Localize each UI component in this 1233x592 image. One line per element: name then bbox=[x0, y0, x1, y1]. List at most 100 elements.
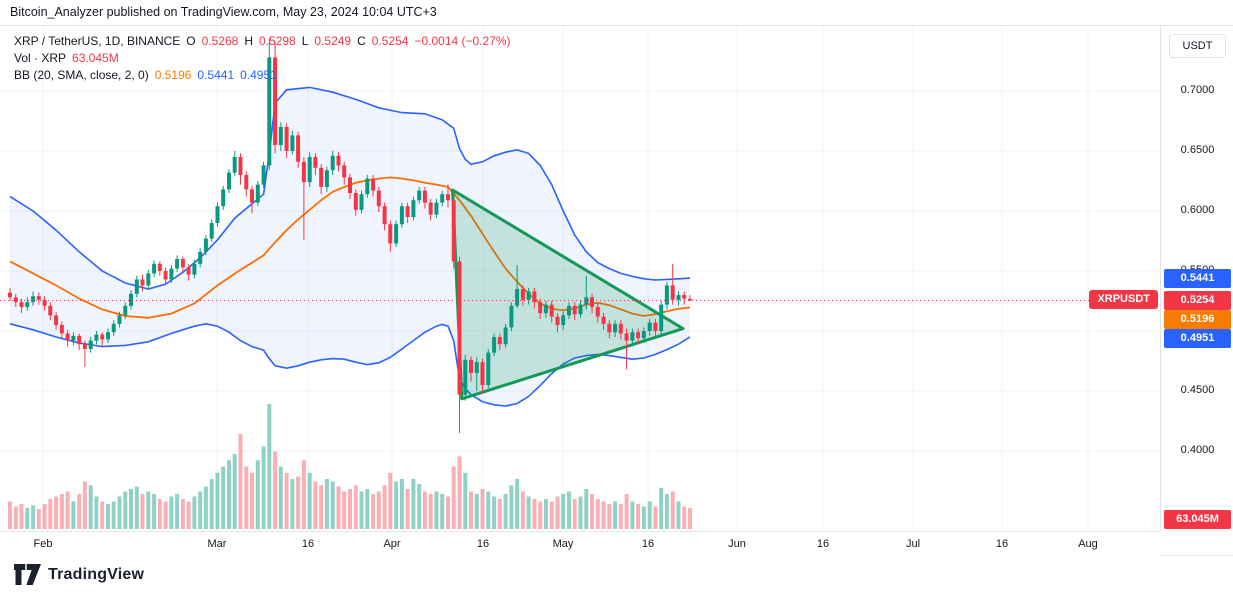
candle-body[interactable] bbox=[394, 224, 399, 244]
candle-body[interactable] bbox=[296, 135, 301, 162]
bb-study-title[interactable]: BB (20, SMA, close, 2, 0) bbox=[14, 68, 149, 82]
volume-bar[interactable] bbox=[203, 486, 208, 530]
candle-body[interactable] bbox=[13, 297, 18, 303]
candlestick-chart[interactable] bbox=[0, 26, 1160, 531]
candle-body[interactable] bbox=[457, 261, 462, 395]
candle-body[interactable] bbox=[8, 292, 12, 298]
candle-body[interactable] bbox=[250, 189, 254, 203]
candle-body[interactable] bbox=[152, 263, 157, 274]
candle-body[interactable] bbox=[376, 190, 381, 207]
volume-bar[interactable] bbox=[307, 472, 312, 530]
volume-bar[interactable] bbox=[647, 501, 652, 530]
legend-value[interactable]: 0.5441 bbox=[197, 68, 235, 82]
volume-bar[interactable] bbox=[129, 489, 133, 529]
volume-bar[interactable] bbox=[169, 496, 174, 530]
volume-bar[interactable] bbox=[664, 494, 669, 529]
candle-body[interactable] bbox=[301, 161, 306, 183]
candle-body[interactable] bbox=[670, 285, 675, 300]
volume-bar[interactable] bbox=[59, 494, 64, 529]
volume-bar[interactable] bbox=[255, 460, 260, 530]
volume-bar[interactable] bbox=[250, 472, 254, 530]
candle-body[interactable] bbox=[146, 273, 151, 286]
volume-bar[interactable] bbox=[434, 491, 439, 530]
candle-body[interactable] bbox=[636, 332, 641, 339]
volume-bar[interactable] bbox=[290, 479, 295, 529]
candle-body[interactable] bbox=[584, 297, 589, 305]
volume-bar[interactable] bbox=[221, 466, 226, 530]
volume-bar[interactable] bbox=[520, 491, 525, 530]
volume-study-title[interactable]: Vol · XRP bbox=[14, 51, 67, 65]
candle-body[interactable] bbox=[140, 279, 145, 286]
volume-bar[interactable] bbox=[411, 479, 416, 529]
candle-body[interactable] bbox=[117, 315, 122, 324]
volume-bar[interactable] bbox=[451, 466, 456, 530]
volume-bar[interactable] bbox=[659, 487, 664, 530]
candle-body[interactable] bbox=[607, 323, 612, 333]
candle-body[interactable] bbox=[348, 177, 352, 193]
legend-value[interactable]: L bbox=[301, 34, 309, 48]
candle-body[interactable] bbox=[365, 178, 370, 195]
candle-body[interactable] bbox=[399, 206, 404, 225]
candle-body[interactable] bbox=[163, 271, 168, 280]
candle-body[interactable] bbox=[595, 307, 600, 317]
candle-body[interactable] bbox=[215, 206, 220, 223]
candle-body[interactable] bbox=[422, 190, 427, 203]
volume-bar[interactable] bbox=[273, 451, 278, 530]
volume-bar[interactable] bbox=[111, 501, 116, 530]
candle-body[interactable] bbox=[186, 267, 191, 275]
volume-bar[interactable] bbox=[42, 504, 47, 529]
candle-body[interactable] bbox=[382, 206, 387, 225]
legend-value[interactable]: 0.5298 bbox=[259, 34, 296, 48]
candle-body[interactable] bbox=[578, 304, 583, 315]
candle-body[interactable] bbox=[336, 155, 341, 166]
volume-bar[interactable] bbox=[301, 460, 306, 530]
currency-toggle-button[interactable]: USDT bbox=[1169, 34, 1226, 58]
candle-body[interactable] bbox=[446, 194, 450, 201]
candle-body[interactable] bbox=[618, 323, 623, 334]
volume-bar[interactable] bbox=[515, 479, 520, 529]
candle-body[interactable] bbox=[129, 293, 133, 306]
candle-body[interactable] bbox=[100, 334, 105, 340]
candle-body[interactable] bbox=[192, 263, 197, 275]
volume-bar[interactable] bbox=[394, 481, 399, 530]
volume-bar[interactable] bbox=[613, 501, 618, 530]
volume-bar[interactable] bbox=[123, 491, 128, 530]
volume-bar[interactable] bbox=[140, 494, 145, 529]
candle-body[interactable] bbox=[417, 190, 422, 201]
volume-bar[interactable] bbox=[31, 505, 36, 530]
volume-bar[interactable] bbox=[82, 481, 87, 530]
candle-body[interactable] bbox=[71, 335, 76, 341]
volume-bar[interactable] bbox=[36, 509, 41, 529]
volume-bar[interactable] bbox=[313, 481, 318, 530]
volume-bar[interactable] bbox=[359, 491, 364, 530]
candle-body[interactable] bbox=[123, 305, 128, 316]
volume-bar[interactable] bbox=[572, 499, 577, 529]
volume-bar[interactable] bbox=[238, 434, 243, 529]
volume-bar[interactable] bbox=[503, 494, 508, 529]
volume-bar[interactable] bbox=[405, 489, 410, 529]
candle-body[interactable] bbox=[284, 127, 289, 151]
candle-body[interactable] bbox=[411, 200, 416, 217]
symbol-title[interactable]: XRP / TetherUS, 1D, BINANCE bbox=[14, 34, 181, 48]
volume-bar[interactable] bbox=[595, 499, 600, 529]
legend-value[interactable]: C bbox=[357, 34, 366, 48]
candle-body[interactable] bbox=[25, 302, 30, 307]
volume-bar[interactable] bbox=[388, 472, 393, 530]
candle-body[interactable] bbox=[630, 332, 635, 341]
candle-body[interactable] bbox=[676, 295, 681, 300]
candle-body[interactable] bbox=[641, 331, 646, 339]
triangle-drawing[interactable] bbox=[451, 188, 685, 401]
candle-body[interactable] bbox=[221, 189, 226, 207]
volume-bar[interactable] bbox=[134, 486, 139, 530]
volume-bar[interactable] bbox=[607, 504, 612, 529]
volume-bar[interactable] bbox=[590, 494, 594, 529]
volume-bar[interactable] bbox=[278, 466, 283, 530]
volume-bar[interactable] bbox=[227, 460, 231, 530]
candle-body[interactable] bbox=[54, 315, 59, 325]
candle-body[interactable] bbox=[169, 268, 174, 280]
time-axis[interactable]: Feb Mar 16 Apr 16 May 16 Jun 16 Jul 16 Aug bbox=[0, 531, 1160, 557]
candle-body[interactable] bbox=[244, 175, 249, 190]
candle-body[interactable] bbox=[509, 305, 514, 328]
candle-body[interactable] bbox=[273, 57, 278, 145]
candle-body[interactable] bbox=[440, 194, 445, 203]
